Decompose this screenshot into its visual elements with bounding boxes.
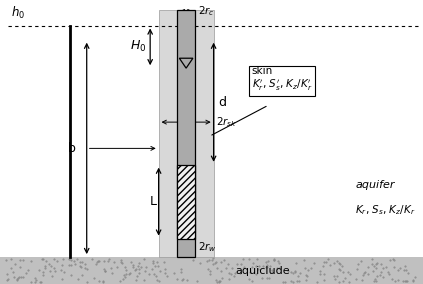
Bar <box>159 10 214 257</box>
Text: $2r_{sk}$: $2r_{sk}$ <box>216 115 237 129</box>
Text: $K_r$, $S_s$, $K_z/K_r$: $K_r$, $S_s$, $K_z/K_r$ <box>355 203 416 217</box>
Text: $2r_c$: $2r_c$ <box>198 5 214 18</box>
Text: $H_0$: $H_0$ <box>129 39 146 55</box>
Text: aquifer: aquifer <box>355 179 395 190</box>
Text: b: b <box>68 142 76 155</box>
Bar <box>177 165 195 239</box>
Bar <box>0 257 423 284</box>
Text: aquiclude: aquiclude <box>235 266 290 275</box>
Bar <box>177 10 195 257</box>
Text: $h_0$: $h_0$ <box>11 5 25 21</box>
Text: L: L <box>149 195 157 208</box>
Text: skin
$K_r'$, $S_s'$, $K_z/K_r'$: skin $K_r'$, $S_s'$, $K_z/K_r'$ <box>252 66 312 93</box>
Text: d: d <box>218 96 226 109</box>
Text: $2r_w$: $2r_w$ <box>198 240 216 254</box>
